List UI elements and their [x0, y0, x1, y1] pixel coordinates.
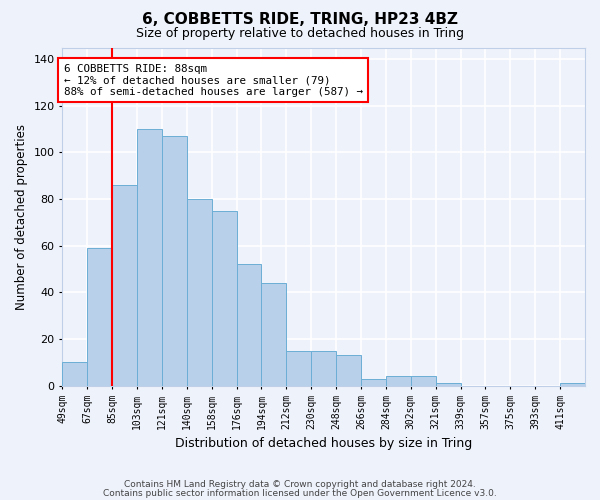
Text: Contains public sector information licensed under the Open Government Licence v3: Contains public sector information licen… [103, 488, 497, 498]
Bar [236, 264, 262, 386]
Text: 6, COBBETTS RIDE, TRING, HP23 4BZ: 6, COBBETTS RIDE, TRING, HP23 4BZ [142, 12, 458, 28]
Bar [336, 356, 361, 386]
X-axis label: Distribution of detached houses by size in Tring: Distribution of detached houses by size … [175, 437, 472, 450]
Bar [162, 136, 187, 386]
Bar [560, 384, 585, 386]
Bar [286, 351, 311, 386]
Bar [212, 211, 236, 386]
Bar [361, 379, 386, 386]
Text: 6 COBBETTS RIDE: 88sqm
← 12% of detached houses are smaller (79)
88% of semi-det: 6 COBBETTS RIDE: 88sqm ← 12% of detached… [64, 64, 363, 97]
Bar [112, 185, 137, 386]
Bar [87, 248, 112, 386]
Bar [311, 351, 336, 386]
Text: Size of property relative to detached houses in Tring: Size of property relative to detached ho… [136, 28, 464, 40]
Bar [386, 376, 411, 386]
Bar [62, 362, 87, 386]
Bar [187, 199, 212, 386]
Bar [411, 376, 436, 386]
Y-axis label: Number of detached properties: Number of detached properties [15, 124, 28, 310]
Text: Contains HM Land Registry data © Crown copyright and database right 2024.: Contains HM Land Registry data © Crown c… [124, 480, 476, 489]
Bar [436, 384, 461, 386]
Bar [262, 283, 286, 386]
Bar [137, 129, 162, 386]
